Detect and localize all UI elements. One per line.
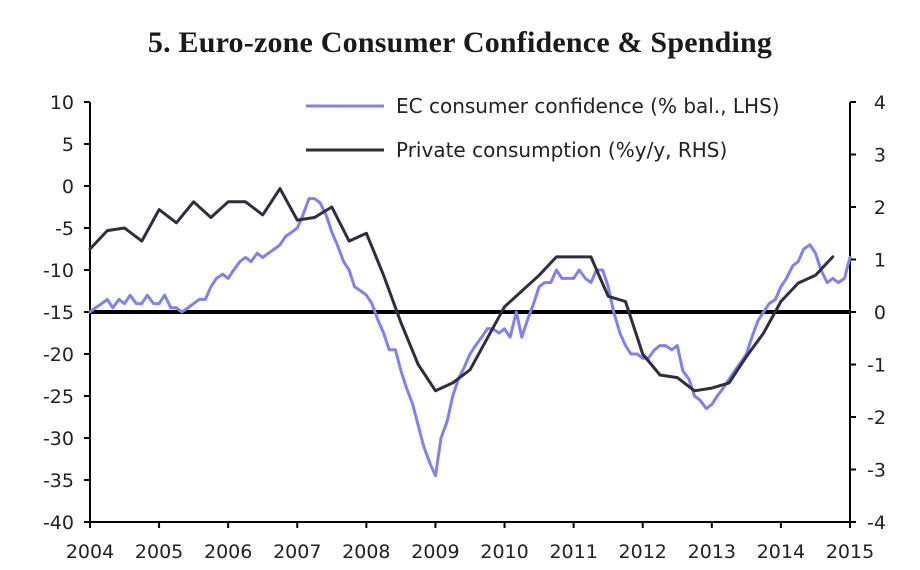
- x-tick-label: 2013: [688, 541, 736, 563]
- x-tick-label: 2010: [480, 541, 528, 563]
- x-tick-label: 2015: [826, 541, 874, 563]
- right-tick-label: 4: [874, 92, 886, 114]
- left-tick-label: -40: [43, 512, 74, 534]
- left-tick-label: -30: [43, 428, 74, 450]
- x-tick-label: 2006: [204, 541, 252, 563]
- left-tick-label: -10: [43, 260, 74, 282]
- x-tick-label: 2011: [549, 541, 597, 563]
- right-tick-label: -3: [867, 460, 886, 482]
- right-tick-label: 2: [874, 197, 886, 219]
- right-tick-label: -2: [867, 407, 886, 429]
- x-tick-label: 2004: [66, 541, 114, 563]
- left-tick-label: -25: [43, 386, 74, 408]
- right-tick-label: 0: [874, 302, 886, 324]
- right-tick-label: 3: [874, 145, 886, 167]
- left-tick-label: -20: [43, 344, 74, 366]
- legend-label-confidence: EC consumer confidence (% bal., LHS): [396, 94, 780, 118]
- series-layer: [88, 187, 852, 478]
- x-tick-label: 2014: [757, 541, 805, 563]
- legend: EC consumer confidence (% bal., LHS) Priv…: [306, 94, 780, 162]
- x-tick-label: 2005: [135, 541, 183, 563]
- x-tick-label: 2008: [342, 541, 390, 563]
- consumption-line: [88, 187, 835, 393]
- left-tick-label: -5: [55, 218, 74, 240]
- axes-layer: 1050-5-10-15-20-25-30-35-4043210-1-2-3-4…: [43, 92, 886, 563]
- left-tick-label: 5: [62, 134, 74, 156]
- left-tick-label: 0: [62, 176, 74, 198]
- right-tick-label: 1: [874, 250, 886, 272]
- left-tick-label: -35: [43, 470, 74, 492]
- left-tick-label: 10: [50, 92, 74, 114]
- right-tick-label: -4: [867, 512, 886, 534]
- chart-title: 5. Euro-zone Consumer Confidence & Spend…: [147, 26, 773, 59]
- confidence-line: [88, 197, 852, 478]
- x-tick-label: 2012: [619, 541, 667, 563]
- left-tick-label: -15: [43, 302, 74, 324]
- legend-label-consumption: Private consumption (%y/y, RHS): [396, 138, 727, 162]
- x-tick-label: 2007: [273, 541, 321, 563]
- x-tick-label: 2009: [411, 541, 459, 563]
- right-tick-label: -1: [867, 355, 886, 377]
